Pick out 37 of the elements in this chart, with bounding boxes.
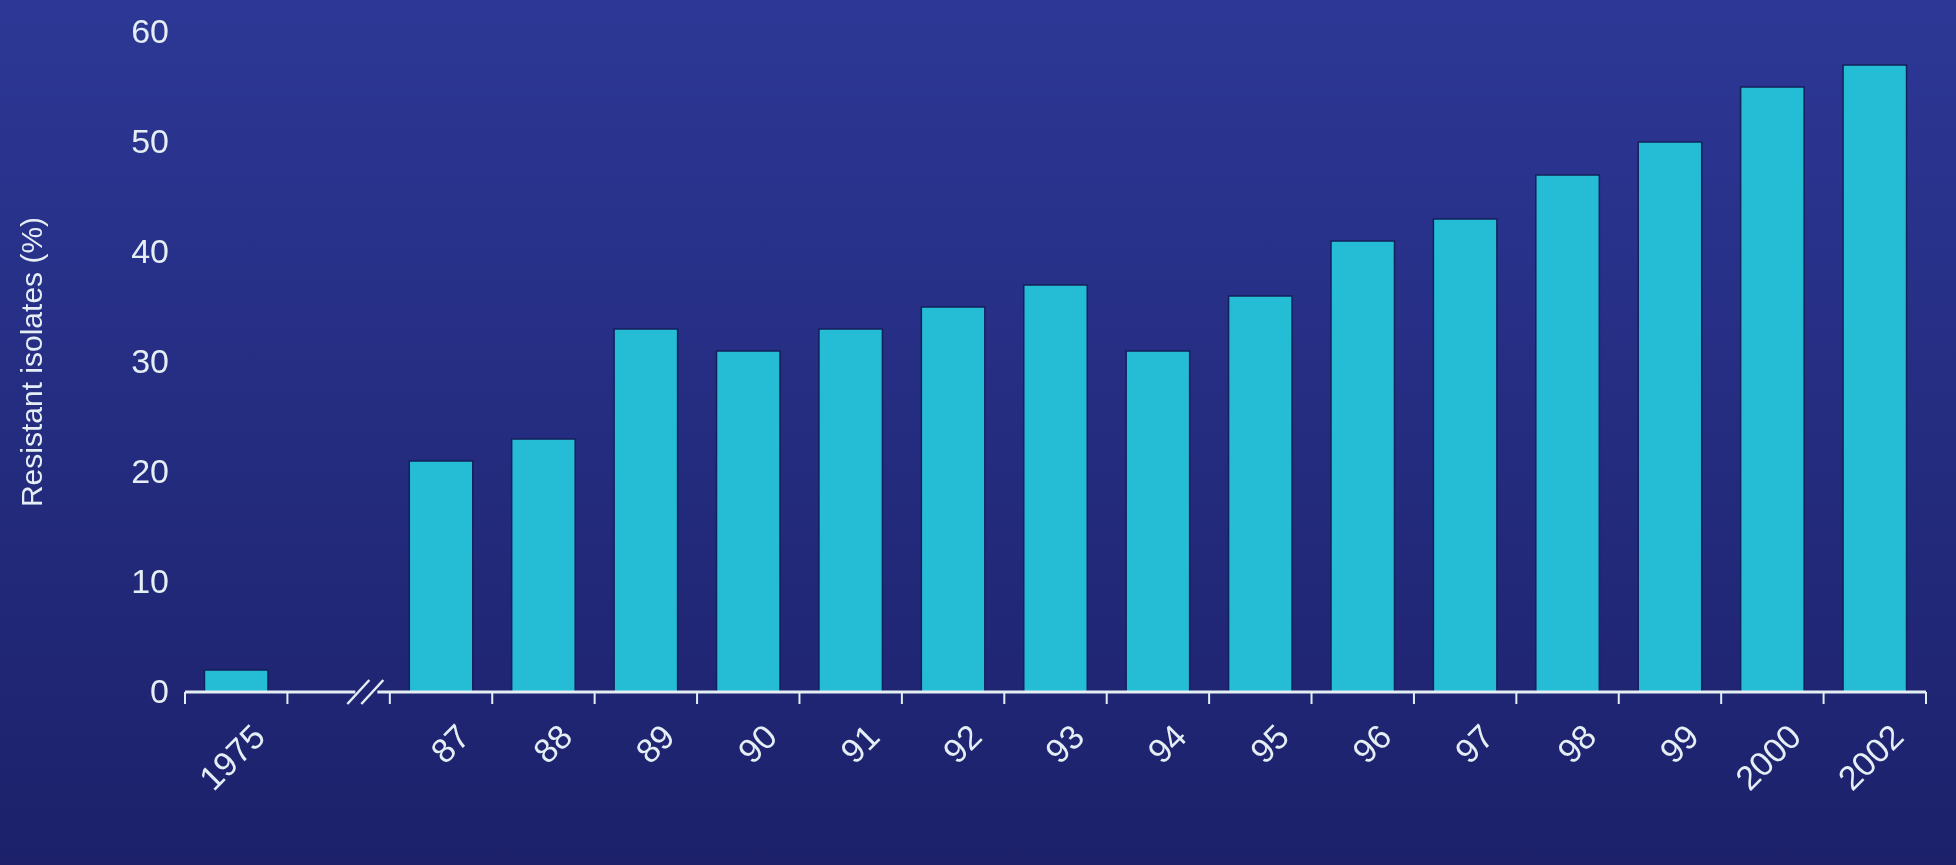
y-tick-label: 50 bbox=[131, 122, 169, 161]
x-tick-label: 93 bbox=[1037, 716, 1092, 771]
x-tick-label: 97 bbox=[1447, 716, 1501, 771]
x-tick-label: 89 bbox=[628, 716, 682, 771]
y-tick-label: 10 bbox=[131, 562, 169, 601]
x-tick-label: 95 bbox=[1242, 716, 1297, 771]
bar bbox=[715, 350, 781, 693]
bar bbox=[510, 438, 576, 693]
x-tick-label: 90 bbox=[730, 716, 785, 771]
x-tick-label: 94 bbox=[1140, 716, 1194, 771]
bar bbox=[408, 460, 474, 693]
y-tick-label: 40 bbox=[131, 232, 169, 271]
bar bbox=[920, 306, 986, 693]
y-tick-label: 20 bbox=[131, 452, 169, 491]
bar bbox=[1739, 86, 1805, 693]
bar bbox=[1535, 174, 1601, 693]
y-tick-label: 0 bbox=[150, 672, 169, 711]
y-axis-title: Resistant isolates (%) bbox=[15, 216, 48, 508]
bar bbox=[1842, 64, 1908, 693]
x-tick-label: 92 bbox=[935, 716, 989, 771]
x-tick-label: 99 bbox=[1652, 716, 1706, 771]
bar bbox=[613, 328, 679, 693]
bar bbox=[1637, 141, 1703, 693]
bar bbox=[1125, 350, 1191, 693]
x-tick-label: 96 bbox=[1344, 716, 1399, 771]
y-tick-label: 60 bbox=[131, 12, 169, 51]
bar bbox=[1023, 284, 1088, 693]
x-tick-label: 98 bbox=[1549, 716, 1604, 771]
y-tick-label: 30 bbox=[131, 342, 169, 381]
bar bbox=[1432, 218, 1498, 693]
x-tick-label: 88 bbox=[525, 716, 580, 771]
bar bbox=[1330, 240, 1396, 693]
x-tick-label: 91 bbox=[832, 716, 887, 771]
bar bbox=[1227, 295, 1293, 693]
bar bbox=[203, 669, 269, 693]
bar bbox=[818, 328, 884, 693]
x-tick-label: 87 bbox=[423, 716, 477, 771]
